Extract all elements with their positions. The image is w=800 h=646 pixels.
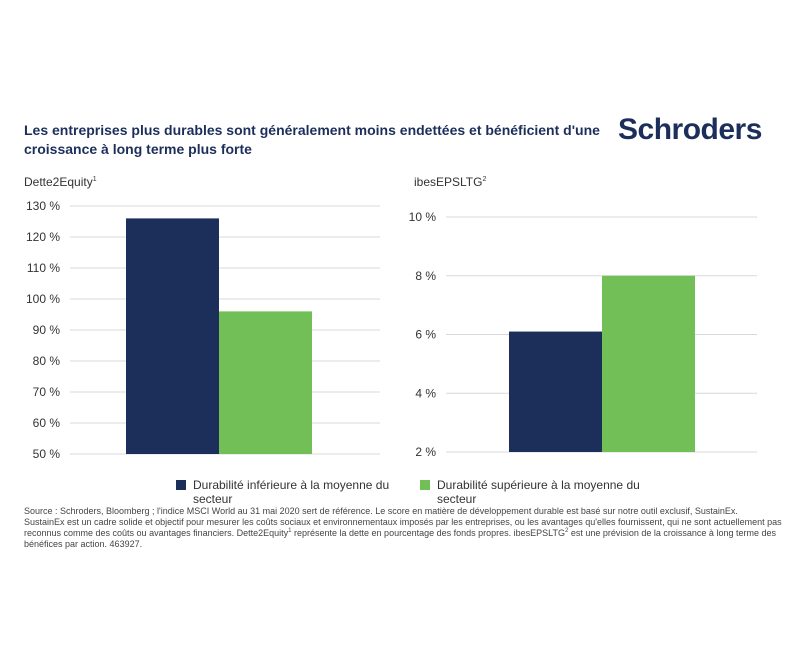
methodology-note: SustainEx est un cadre solide et objecti… xyxy=(24,517,782,549)
y-tick-label: 10 % xyxy=(409,210,437,224)
legend-item-above: Durabilité supérieure à la moyenne du se… xyxy=(420,478,647,506)
y-tick-label: 90 % xyxy=(33,323,61,337)
footnotes: Source : Schroders, Bloomberg ; l'indice… xyxy=(24,506,784,550)
y-tick-label: 60 % xyxy=(33,416,61,430)
legend-label-below: Durabilité inférieure à la moyenne du se… xyxy=(193,478,390,506)
bar-below-average xyxy=(126,218,219,454)
chart-ibesepsltg: ibesEPSLTG2 2 % 4 % 6 % 8 % 10 % xyxy=(409,175,757,459)
bar-above-average xyxy=(219,311,312,454)
y-tick-label: 4 % xyxy=(415,386,436,400)
source-note: Source : Schroders, Bloomberg ; l'indice… xyxy=(24,506,738,516)
chart-title-sup: 2 xyxy=(482,176,486,183)
legend-swatch-above xyxy=(420,480,430,490)
y-tick-label: 110 % xyxy=(27,261,60,275)
legend-swatch-below xyxy=(176,480,186,490)
y-tick-label: 50 % xyxy=(33,447,61,461)
chart-title-sup: 1 xyxy=(93,176,97,183)
y-tick-label: 6 % xyxy=(415,328,436,342)
bar-below-average xyxy=(509,331,602,452)
brand-logo: Schroders xyxy=(618,113,762,146)
page-title: Les entreprises plus durables sont génér… xyxy=(24,122,600,157)
y-tick-label: 130 % xyxy=(26,199,60,213)
y-tick-label: 70 % xyxy=(33,385,61,399)
legend-label-above: Durabilité supérieure à la moyenne du se… xyxy=(437,478,640,506)
y-tick-label: 8 % xyxy=(415,269,436,283)
chart-title: ibesEPSLTG2 xyxy=(414,175,486,189)
y-tick-label: 120 % xyxy=(26,230,60,244)
chart-title: Dette2Equity1 xyxy=(24,175,97,189)
y-tick-label: 100 % xyxy=(26,292,60,306)
y-tick-label: 2 % xyxy=(415,445,436,459)
y-tick-label: 80 % xyxy=(33,354,61,368)
bar-above-average xyxy=(602,275,695,452)
legend-item-below: Durabilité inférieure à la moyenne du se… xyxy=(176,478,403,506)
